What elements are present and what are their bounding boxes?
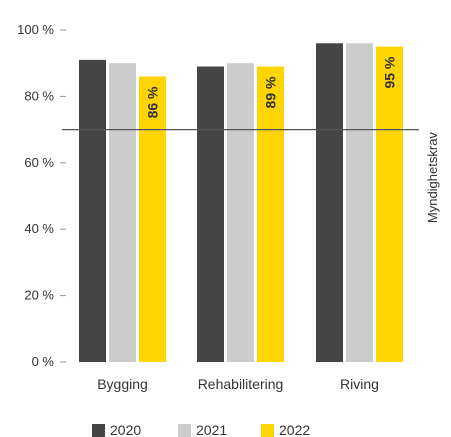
legend-label-2021: 2021 (196, 422, 227, 437)
legend: 2020 2021 2022 (92, 422, 310, 437)
category-label: Bygging (97, 376, 148, 392)
y-tick-label: 20 % (24, 288, 54, 303)
legend-swatch-2021 (178, 424, 191, 437)
category-label: Riving (340, 376, 379, 392)
bar-2020-rehabilitering (197, 66, 224, 363)
bar-2022-riving (376, 46, 403, 362)
y-tick-label: 60 % (24, 155, 54, 170)
bar-2020-bygging (79, 59, 106, 362)
legend-label-2022: 2022 (279, 422, 310, 437)
bar-2021-rehabilitering (227, 63, 254, 362)
y-axis: 0 % 20 % 40 % 60 % 80 % 100 % (17, 22, 66, 369)
bar-2020-riving (316, 43, 343, 362)
data-label-rehabilitering: 89 % (263, 76, 279, 108)
y-tick-label: 80 % (24, 88, 54, 103)
legend-swatch-2022 (261, 424, 274, 437)
bar-series (79, 43, 403, 363)
bar-2022-bygging (139, 76, 166, 362)
data-labels: 86 % 89 % 95 % (145, 56, 398, 118)
legend-label-2020: 2020 (110, 422, 141, 437)
y-tick-label: 100 % (17, 22, 54, 37)
bar-2022-rehabilitering (257, 66, 284, 363)
data-label-riving: 95 % (382, 56, 398, 88)
y-tick-label: 0 % (32, 354, 55, 369)
bar-2021-riving (346, 43, 373, 362)
data-label-bygging: 86 % (145, 86, 161, 118)
category-label: Rehabilitering (198, 376, 284, 392)
legend-swatch-2020 (92, 424, 105, 437)
bar-2021-bygging (109, 63, 136, 362)
reference-line-label: Myndighetskrav (425, 132, 440, 224)
x-axis: Bygging Rehabilitering Riving (97, 376, 379, 392)
reference-line-group: Myndighetskrav (62, 129, 440, 224)
y-tick-label: 40 % (24, 221, 54, 236)
